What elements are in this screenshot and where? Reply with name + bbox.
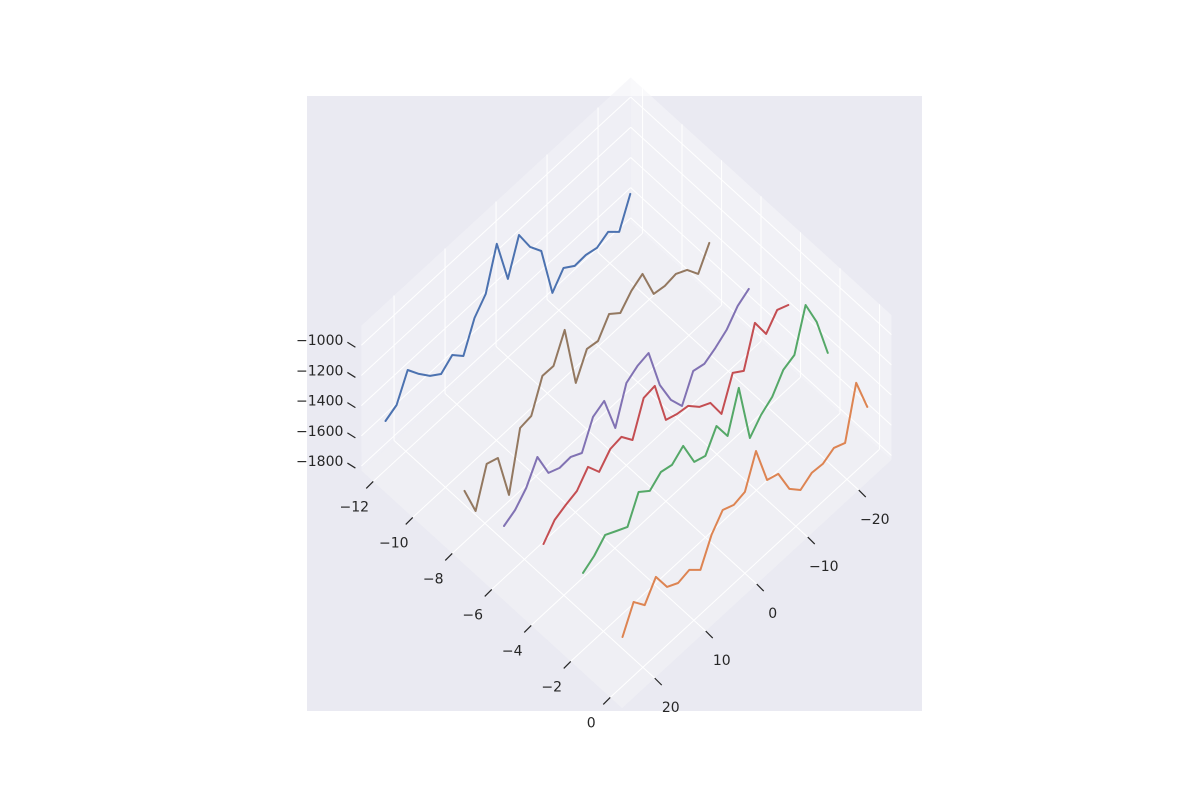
x-tick-label: −8 <box>423 571 444 587</box>
x-tick <box>523 624 532 633</box>
x-tick-label: −2 <box>541 679 562 695</box>
x-tick <box>405 516 414 525</box>
z-tick <box>347 371 356 378</box>
grid-line <box>361 217 632 467</box>
x-tick <box>484 588 493 597</box>
x-tick-label: −10 <box>379 535 409 551</box>
z-tick-label: −1000 <box>296 333 343 349</box>
y-tick <box>654 677 663 686</box>
grid-line <box>361 187 632 437</box>
x-tick <box>563 660 572 669</box>
grid-line <box>630 157 892 396</box>
grid-line <box>361 157 632 407</box>
grid-line <box>630 96 892 336</box>
z-tick <box>347 432 356 439</box>
grid-line <box>630 126 892 366</box>
x-tick-label: −4 <box>502 643 523 659</box>
z-tick-label: −1600 <box>296 424 343 440</box>
grid-line <box>597 252 860 491</box>
grid-line <box>546 299 809 538</box>
z-tick-label: −1400 <box>296 394 343 410</box>
x-tick <box>365 480 374 489</box>
series-line <box>503 287 750 527</box>
grid-line <box>361 96 632 346</box>
x-tick-label: −6 <box>462 607 483 623</box>
y-tick <box>858 489 867 498</box>
x-tick-label: 0 <box>587 715 596 731</box>
grid-line <box>444 393 707 632</box>
y-tick <box>756 583 765 592</box>
x-tick-label: −12 <box>339 499 369 515</box>
z-tick <box>347 462 356 469</box>
series-line <box>621 381 869 638</box>
y-tick-label: 10 <box>713 653 731 669</box>
series-line <box>542 304 790 545</box>
series-line <box>384 192 632 422</box>
y-tick <box>807 536 816 545</box>
grid-line <box>393 440 656 679</box>
z-tick <box>347 341 356 348</box>
z-tick <box>347 402 356 409</box>
z-tick-label: −1800 <box>296 454 343 470</box>
grid-line <box>630 217 892 456</box>
x-tick <box>444 552 453 561</box>
y-tick-label: −10 <box>809 559 839 575</box>
series-line <box>463 241 711 512</box>
series-line <box>582 304 829 574</box>
grid-line <box>630 187 892 426</box>
y-tick-label: 20 <box>662 700 680 716</box>
y-tick-label: −20 <box>860 512 890 528</box>
x-tick <box>602 696 611 705</box>
z-tick-label: −1200 <box>296 363 343 379</box>
y-tick-label: 0 <box>768 606 777 622</box>
y-tick <box>705 630 714 639</box>
